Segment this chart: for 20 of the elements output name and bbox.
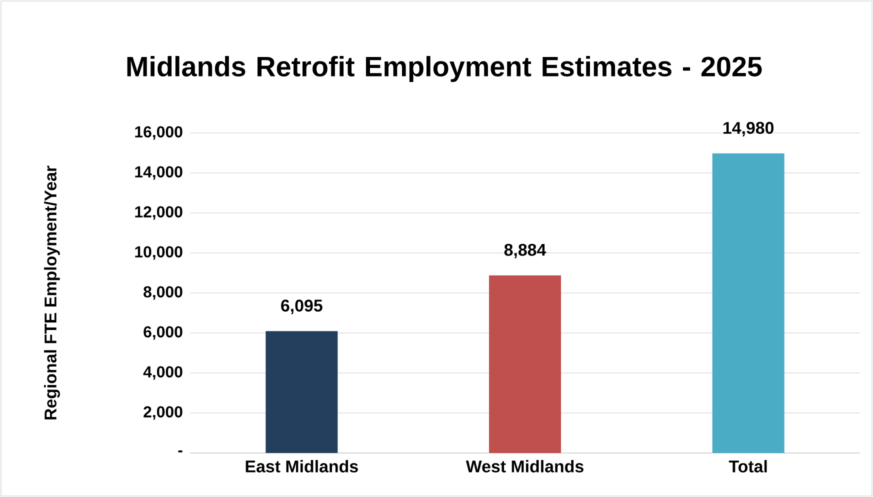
x-tick-label: West Midlands <box>466 460 584 472</box>
y-tick-label: 8,000 <box>144 286 182 300</box>
chart-title: Midlands Retrofit Employment Estimates - 2025 <box>127 56 762 82</box>
data-label: 14,980 <box>724 122 774 136</box>
y-tick-label: 16,000 <box>135 126 182 140</box>
bar <box>489 275 562 453</box>
y-tick-label: 14,000 <box>135 166 182 180</box>
y-tick-label: - <box>178 450 182 452</box>
bar <box>712 153 784 453</box>
bar <box>266 331 338 453</box>
data-label: 6,095 <box>281 300 322 314</box>
x-tick-label: East Midlands <box>246 460 358 472</box>
y-tick-label: 6,000 <box>144 326 182 340</box>
y-axis-title: Regional FTE Employment/Year <box>44 166 60 420</box>
data-label: 8,884 <box>504 244 546 258</box>
x-tick-label: Total <box>728 460 767 472</box>
y-tick-label: 10,000 <box>135 246 182 260</box>
y-tick-label: 2,000 <box>144 406 182 420</box>
y-tick-label: 12,000 <box>135 206 182 220</box>
y-tick-label: 4,000 <box>143 366 182 380</box>
